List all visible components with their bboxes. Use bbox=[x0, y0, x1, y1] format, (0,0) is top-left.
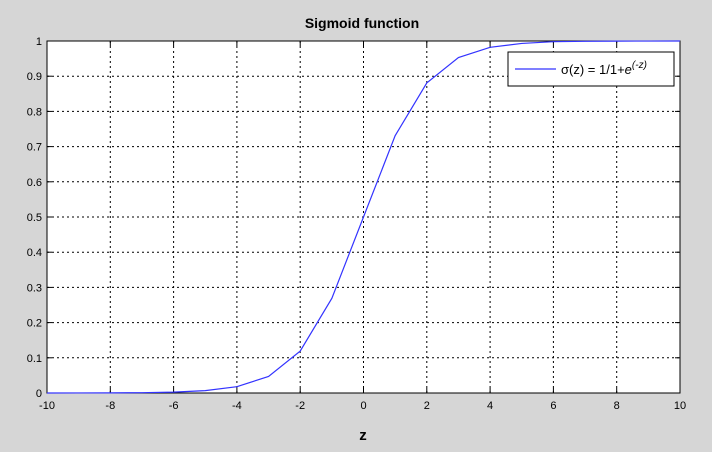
x-axis-label: z bbox=[359, 427, 367, 444]
x-tick-label: 2 bbox=[424, 400, 430, 412]
y-tick-label: 0.4 bbox=[27, 247, 42, 259]
y-tick-label: 0 bbox=[36, 388, 42, 400]
series-layer bbox=[46, 40, 681, 394]
legend-label: σ(z) = 1/1+e(-z) bbox=[561, 60, 647, 77]
y-tick-label: 0.7 bbox=[27, 142, 42, 154]
y-tick-label: 0.5 bbox=[27, 212, 42, 224]
x-tick-label: -8 bbox=[105, 400, 115, 412]
y-tick-label: 0.6 bbox=[27, 177, 42, 189]
x-tick-label: -10 bbox=[39, 400, 55, 412]
tick-marks bbox=[46, 40, 681, 394]
legend: σ(z) = 1/1+e(-z) bbox=[507, 51, 675, 87]
grid-lines bbox=[47, 41, 680, 393]
y-tick-label: 0.1 bbox=[27, 353, 42, 365]
y-tick-label: 1 bbox=[36, 36, 42, 48]
x-tick-label: -2 bbox=[295, 400, 305, 412]
x-tick-label: 0 bbox=[360, 400, 366, 412]
legend-label-exponent: (-z) bbox=[632, 60, 647, 71]
y-tick-labels: 0 0.1 0.2 0.3 0.4 0.5 0.6 0.7 0.8 0.9 1 bbox=[27, 36, 42, 400]
x-tick-label: 8 bbox=[614, 400, 620, 412]
x-tick-label: -6 bbox=[169, 400, 179, 412]
legend-label-prefix: σ(z) = 1/1+ bbox=[561, 62, 625, 77]
legend-label-base: e bbox=[625, 62, 632, 77]
x-tick-label: -4 bbox=[232, 400, 242, 412]
chart-title: Sigmoid function bbox=[305, 15, 419, 31]
x-tick-label: 6 bbox=[550, 400, 556, 412]
x-tick-labels: -10 -8 -6 -4 -2 0 2 4 6 8 10 bbox=[39, 400, 686, 412]
y-tick-label: 0.3 bbox=[27, 282, 42, 294]
y-tick-label: 0.2 bbox=[27, 318, 42, 330]
y-tick-label: 0.9 bbox=[27, 71, 42, 83]
x-tick-label: 10 bbox=[674, 400, 686, 412]
y-tick-label: 0.8 bbox=[27, 106, 42, 118]
sigmoid-series-line bbox=[46, 40, 681, 394]
x-tick-label: 4 bbox=[487, 400, 493, 412]
